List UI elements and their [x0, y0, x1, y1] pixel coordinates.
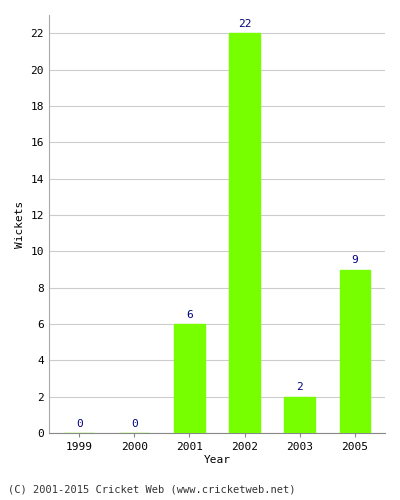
Y-axis label: Wickets: Wickets: [15, 200, 25, 248]
Text: 6: 6: [186, 310, 193, 320]
Text: 2: 2: [296, 382, 303, 392]
Text: 0: 0: [76, 418, 82, 428]
Text: 22: 22: [238, 18, 251, 28]
Bar: [229, 33, 260, 433]
Text: (C) 2001-2015 Cricket Web (www.cricketweb.net): (C) 2001-2015 Cricket Web (www.cricketwe…: [8, 485, 296, 495]
Bar: [284, 397, 315, 433]
Bar: [340, 270, 370, 433]
Text: 0: 0: [131, 418, 138, 428]
Bar: [174, 324, 204, 433]
Text: 9: 9: [351, 255, 358, 265]
X-axis label: Year: Year: [204, 455, 230, 465]
